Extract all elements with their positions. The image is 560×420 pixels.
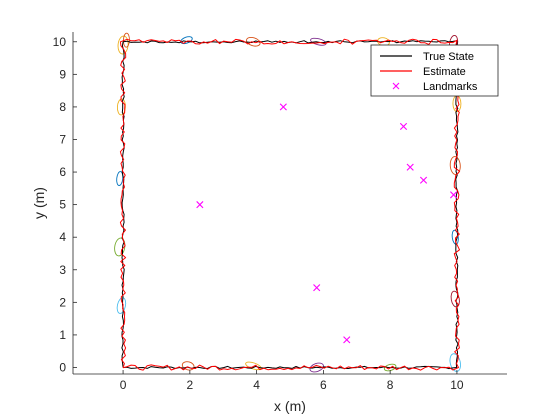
- landmark-marker: [406, 163, 414, 171]
- landmark-markers: [196, 103, 458, 344]
- covariance-ellipse: [246, 36, 261, 47]
- y-tick-label: 4: [59, 230, 66, 244]
- covariance-ellipse: [310, 37, 327, 46]
- landmark-marker: [343, 336, 351, 344]
- landmark-marker: [449, 191, 458, 199]
- x-axis-label: x (m): [274, 398, 306, 414]
- x-tick-label: 6: [320, 378, 327, 392]
- covariance-ellipse: [114, 237, 126, 257]
- y-tick-label: 9: [59, 67, 66, 81]
- x-tick-label: 4: [253, 378, 260, 392]
- covariance-ellipse: [309, 362, 324, 373]
- x-tick-label: 8: [387, 378, 394, 392]
- y-tick-label: 1: [59, 328, 66, 342]
- legend-label-estimate: Estimate: [423, 66, 466, 78]
- y-axis-ticks: 0 1 2 3 4 5 6 7 8 9 10: [53, 35, 77, 374]
- landmark-marker: [419, 176, 428, 184]
- legend: True State Estimate Landmarks: [370, 44, 499, 97]
- landmark-marker: [279, 103, 287, 111]
- y-tick-label: 10: [53, 35, 67, 49]
- landmark-marker: [313, 284, 321, 292]
- covariance-ellipse: [116, 171, 124, 186]
- landmark-marker: [399, 122, 408, 131]
- covariance-ellipse: [116, 98, 126, 116]
- y-tick-label: 6: [59, 165, 66, 179]
- trajectory-lines: [119, 38, 461, 371]
- x-tick-label: 2: [187, 378, 194, 392]
- estimate-line: [119, 38, 461, 371]
- landmark-marker: [196, 201, 204, 209]
- covariance-ellipse: [245, 361, 262, 371]
- y-tick-label: 5: [59, 198, 66, 212]
- y-axis-label: y (m): [31, 187, 47, 219]
- legend-label-landmarks: Landmarks: [423, 81, 478, 93]
- y-tick-label: 2: [59, 295, 66, 309]
- y-tick-label: 3: [59, 263, 66, 277]
- legend-swatch-landmarks: [392, 82, 400, 90]
- x-tick-label: 0: [120, 378, 127, 392]
- y-tick-label: 8: [59, 100, 66, 114]
- y-tick-label: 0: [59, 360, 66, 374]
- y-tick-label: 7: [59, 132, 66, 146]
- legend-label-true-state: True State: [423, 51, 474, 63]
- x-axis-ticks: 0 2 4 6 8 10: [120, 370, 464, 392]
- x-tick-label: 10: [450, 378, 464, 392]
- axes: [72, 32, 507, 375]
- covariance-ellipse: [383, 363, 397, 372]
